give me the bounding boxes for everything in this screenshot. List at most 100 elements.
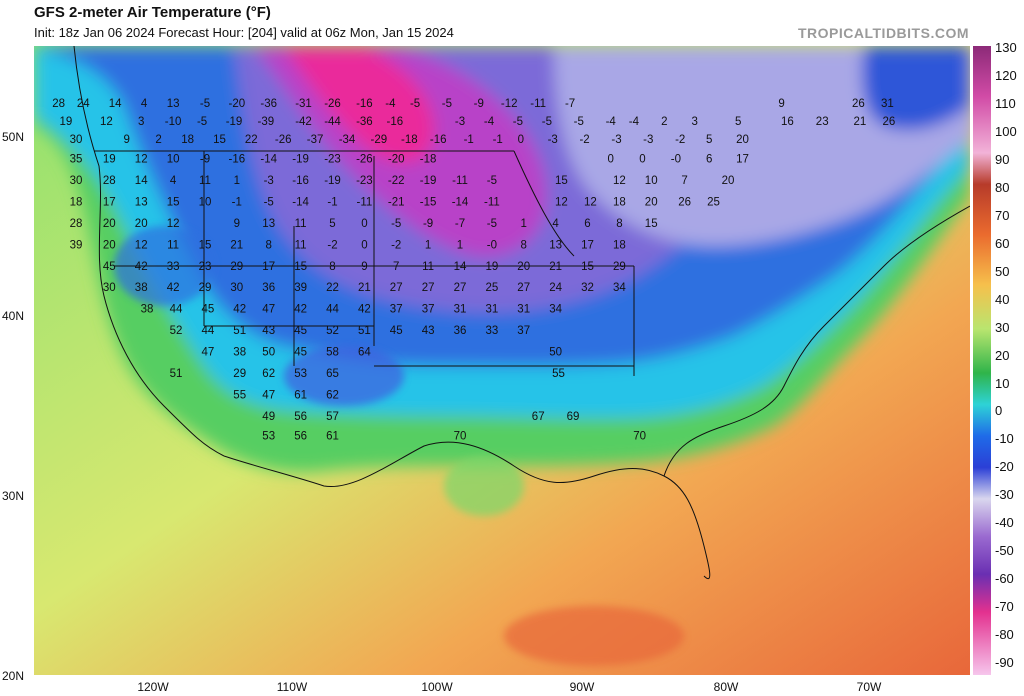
temp-value-label: 0 bbox=[607, 154, 613, 166]
temp-value-label: -23 bbox=[356, 175, 373, 187]
temp-value-label: 8 bbox=[329, 261, 335, 273]
temp-value-label: -10 bbox=[165, 116, 182, 128]
temp-value-label: -5 bbox=[487, 175, 497, 187]
temp-value-label: -18 bbox=[401, 134, 418, 146]
map-title: GFS 2-meter Air Temperature (°F) bbox=[34, 4, 271, 21]
colorbar-tick-label: -90 bbox=[995, 655, 1014, 670]
temp-value-label: 19 bbox=[103, 154, 116, 166]
temp-value-label: -29 bbox=[370, 134, 387, 146]
temp-value-label: -26 bbox=[275, 134, 292, 146]
temp-value-label: 12 bbox=[135, 239, 148, 251]
temp-value-label: -19 bbox=[324, 175, 341, 187]
colorbar-tick-label: -10 bbox=[995, 431, 1014, 447]
colorbar-tick-label: 90 bbox=[995, 151, 1010, 167]
temp-value-label: 5 bbox=[735, 116, 741, 128]
temp-value-label: 5 bbox=[329, 218, 335, 230]
temp-value-label: 17 bbox=[736, 154, 749, 166]
colorbar-tick-label: 70 bbox=[995, 207, 1010, 223]
temp-value-label: -3 bbox=[455, 116, 465, 128]
temp-value-label: 8 bbox=[520, 239, 526, 251]
temp-value-label: 27 bbox=[454, 282, 467, 294]
lat-label-20n: 20N bbox=[2, 669, 25, 683]
temp-value-label: -20 bbox=[228, 98, 245, 110]
temp-value-label: 18 bbox=[70, 197, 83, 209]
temp-value-label: 2 bbox=[661, 116, 667, 128]
temp-value-label: 22 bbox=[326, 282, 339, 294]
temp-value-label: 29 bbox=[233, 368, 246, 380]
temp-value-label: 12 bbox=[135, 154, 148, 166]
temp-value-label: 61 bbox=[326, 431, 339, 443]
temp-value-label: 7 bbox=[681, 175, 687, 187]
temp-value-label: -5 bbox=[410, 98, 420, 110]
temp-value-label: 33 bbox=[167, 261, 180, 273]
temp-value-label: 0 bbox=[361, 218, 367, 230]
temp-value-label: 17 bbox=[262, 261, 275, 273]
temp-value-label: 70 bbox=[454, 431, 467, 443]
temp-value-label: -19 bbox=[420, 175, 437, 187]
temp-value-label: 53 bbox=[294, 368, 307, 380]
temp-value-label: -20 bbox=[388, 154, 405, 166]
temperature-detail bbox=[114, 226, 684, 666]
temp-value-label: 15 bbox=[581, 261, 594, 273]
temp-value-label: 21 bbox=[549, 261, 562, 273]
temp-value-label: 51 bbox=[233, 325, 246, 337]
colorbar-tick-label: -20 bbox=[995, 459, 1014, 475]
temp-value-label: 25 bbox=[707, 197, 720, 209]
temp-value-label: 36 bbox=[262, 282, 275, 294]
temp-value-label: 19 bbox=[60, 116, 73, 128]
temp-value-label: -37 bbox=[307, 134, 324, 146]
temp-value-label: 12 bbox=[555, 197, 568, 209]
temp-value-label: 44 bbox=[202, 325, 215, 337]
temp-value-label: 26 bbox=[883, 116, 896, 128]
temp-value-label: 31 bbox=[517, 304, 530, 316]
temp-value-label: 13 bbox=[167, 98, 180, 110]
temp-value-label: 0 bbox=[639, 154, 645, 166]
temp-value-label: 45 bbox=[390, 325, 403, 337]
temp-value-label: 47 bbox=[202, 347, 215, 359]
temp-value-label: -11 bbox=[530, 98, 546, 110]
temp-value-label: 28 bbox=[52, 98, 65, 110]
colorbar-tick-label: -50 bbox=[995, 543, 1014, 559]
lat-label-40n: 40N bbox=[2, 309, 25, 323]
temp-value-label: -3 bbox=[643, 134, 653, 146]
temp-value-label: 30 bbox=[70, 175, 83, 187]
temp-value-label: 42 bbox=[167, 282, 180, 294]
temp-value-label: 29 bbox=[230, 261, 243, 273]
temp-value-label: 11 bbox=[167, 239, 179, 251]
temp-value-label: 12 bbox=[100, 116, 113, 128]
temp-value-label: 18 bbox=[181, 134, 194, 146]
temp-value-label: 1 bbox=[457, 239, 463, 251]
temp-value-label: 44 bbox=[326, 304, 339, 316]
temp-value-label: -9 bbox=[474, 98, 484, 110]
colorbar-tick-label: 120 bbox=[995, 68, 1017, 83]
colorbar-tick-label: 50 bbox=[995, 263, 1010, 279]
temp-value-label: 45 bbox=[202, 304, 215, 316]
temp-value-label: -36 bbox=[260, 98, 277, 110]
temp-value-label: 29 bbox=[613, 261, 626, 273]
temp-value-label: 30 bbox=[70, 134, 83, 146]
temp-value-label: 51 bbox=[358, 325, 371, 337]
temp-value-label: -11 bbox=[357, 197, 373, 209]
temp-value-label: 45 bbox=[294, 325, 307, 337]
temp-value-label: -1 bbox=[327, 197, 337, 209]
temp-value-label: 69 bbox=[567, 411, 580, 423]
temp-value-label: 20 bbox=[517, 261, 530, 273]
colorbar-tick-label: 0 bbox=[995, 403, 1003, 419]
colorbar bbox=[973, 46, 991, 675]
colorbar-tick-label: -70 bbox=[995, 599, 1014, 615]
temp-value-label: -4 bbox=[484, 116, 495, 128]
temperature-labels: 28 24 14 4 13 -5 -20 -36 -31 -26 -16 -4 -5 -5 -9 -12 -11… bbox=[52, 98, 895, 442]
temp-value-label: 20 bbox=[103, 218, 116, 230]
temp-value-label: 17 bbox=[581, 239, 594, 251]
temp-value-label: 1 bbox=[425, 239, 431, 251]
temp-value-label: 9 bbox=[123, 134, 129, 146]
temp-value-label: 30 bbox=[230, 282, 243, 294]
colorbar-tick-label: 20 bbox=[995, 347, 1010, 363]
temp-value-label: -5 bbox=[574, 116, 584, 128]
lon-label-80w: 80W bbox=[713, 680, 739, 694]
temp-value-label: -5 bbox=[200, 98, 210, 110]
temp-value-label: 31 bbox=[486, 304, 499, 316]
temp-value-label: -21 bbox=[388, 197, 405, 209]
temp-value-label: 42 bbox=[294, 304, 307, 316]
temp-value-label: 27 bbox=[517, 282, 530, 294]
